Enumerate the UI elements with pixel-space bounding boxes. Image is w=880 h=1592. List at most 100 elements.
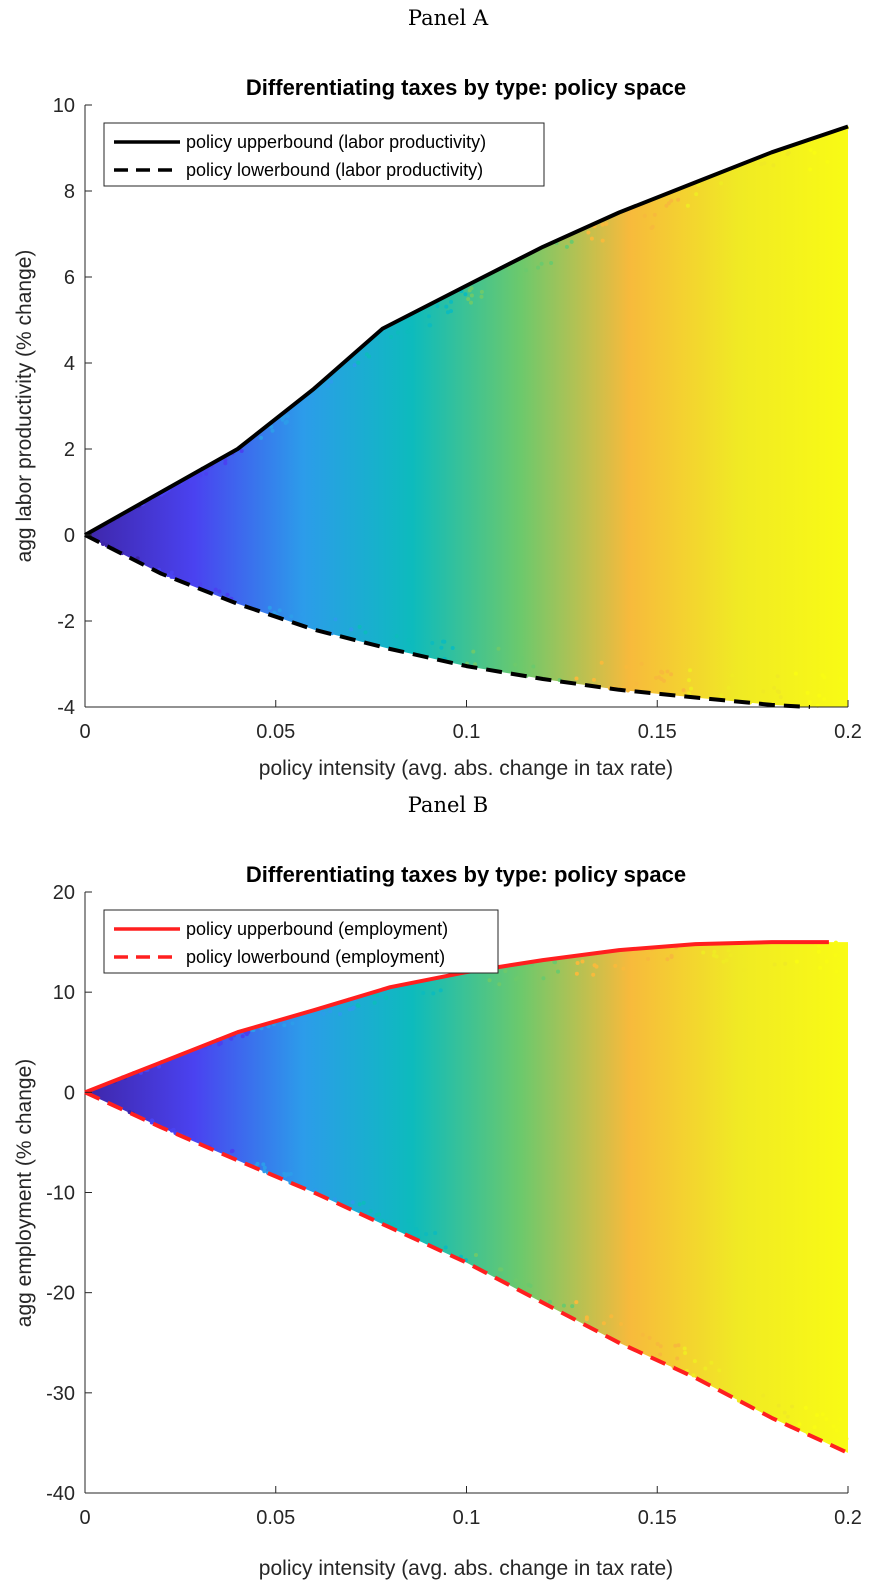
scatter-point [719, 181, 724, 186]
scatter-point [844, 1436, 849, 1441]
scatter-point [171, 575, 176, 579]
scatter-point [660, 670, 665, 675]
panel-b-title: Differentiating taxes by type: policy sp… [246, 862, 686, 887]
scatter-point [669, 672, 674, 677]
scatter-point [600, 238, 605, 243]
scatter-point [288, 1171, 293, 1176]
scatter-point [213, 587, 218, 592]
scatter-point [761, 1393, 766, 1398]
upperbound-line [84, 124, 849, 537]
y-tick-label: -10 [46, 1183, 75, 1205]
scatter-point [410, 640, 415, 645]
scatter-point [282, 1023, 287, 1028]
scatter-point [724, 958, 729, 963]
scatter-point [524, 268, 528, 273]
scatter-point [818, 965, 823, 970]
x-tick-label: 0.05 [256, 1507, 295, 1529]
scatter-point [599, 660, 604, 665]
scatter-point [669, 953, 674, 958]
x-tick-label: 0.2 [834, 721, 862, 743]
scatter-point [687, 691, 691, 696]
scatter-point [503, 969, 508, 974]
scatter-point [776, 1403, 781, 1408]
scatter-point [772, 685, 777, 690]
scatter-point [517, 261, 522, 266]
scatter-point [479, 289, 484, 294]
scatter-point [703, 1366, 708, 1371]
scatter-point [439, 645, 444, 650]
scatter-point [777, 690, 781, 695]
scatter-point [574, 676, 579, 681]
scatter-point [424, 1232, 429, 1237]
scatter-point [191, 1136, 196, 1141]
scatter-point [640, 1332, 645, 1337]
panel-a-bound-lines [84, 124, 849, 709]
scatter-point [380, 1218, 385, 1223]
y-tick-label: 10 [53, 95, 75, 117]
scatter-point [514, 1278, 519, 1283]
scatter-point [225, 592, 230, 597]
scatter-point [816, 943, 821, 948]
scatter-point [817, 693, 822, 698]
scatter-cloud-area [85, 126, 848, 707]
scatter-point [778, 695, 783, 700]
scatter-point [785, 1414, 790, 1419]
y-tick-label: 4 [64, 353, 75, 375]
lowerbound-line [84, 533, 811, 709]
scatter-point [513, 977, 518, 982]
scatter-point [742, 967, 747, 972]
scatter-point [487, 978, 492, 983]
scatter-point [350, 1200, 355, 1205]
scatter-point [421, 991, 426, 995]
scatter-point [310, 394, 315, 399]
scatter-point [244, 1032, 249, 1037]
scatter-point [673, 1343, 678, 1348]
scatter-point [368, 1209, 373, 1214]
scatter-point [469, 293, 474, 298]
scatter-point [259, 435, 264, 440]
scatter-point [449, 309, 453, 314]
scatter-point [449, 299, 454, 304]
y-tick-label: 8 [64, 181, 75, 203]
scatter-point [842, 1432, 847, 1437]
scatter-point [277, 608, 282, 613]
scatter-point [469, 300, 473, 305]
scatter-point [609, 1314, 614, 1319]
scatter-point [169, 1128, 174, 1133]
scatter-point [666, 201, 671, 206]
scatter-point [728, 953, 733, 958]
y-tick-label: -2 [57, 611, 75, 633]
scatter-point [442, 639, 447, 644]
scatter-point [325, 384, 330, 388]
scatter-point [786, 150, 791, 155]
scatter-point [347, 1007, 352, 1012]
scatter-point [466, 297, 471, 302]
scatter-point [771, 163, 776, 168]
panel-a-title: Differentiating taxes by type: policy sp… [246, 75, 686, 100]
scatter-point [384, 1219, 389, 1224]
scatter-point [842, 678, 847, 683]
lowerbound-line [84, 1090, 849, 1455]
scatter-point [586, 230, 591, 235]
scatter-point [808, 167, 813, 172]
scatter-point [794, 959, 799, 964]
scatter-point [332, 1197, 337, 1202]
scatter-point [639, 661, 644, 666]
y-tick-label: -4 [57, 697, 75, 719]
scatter-point [300, 612, 305, 616]
y-tick-label: -40 [46, 1483, 75, 1505]
scatter-point [473, 662, 478, 667]
scatter-point [783, 961, 788, 966]
scatter-point [719, 693, 724, 698]
scatter-point [761, 689, 766, 694]
panel-a-legend: policy upperbound (labor productivity) p… [103, 122, 545, 187]
scatter-point [675, 1356, 680, 1361]
scatter-point [833, 940, 838, 945]
scatter-point [793, 671, 798, 676]
x-tick-label: 0.15 [638, 1507, 677, 1529]
scatter-point [333, 617, 338, 622]
scatter-point [803, 1405, 808, 1410]
scatter-point [469, 286, 474, 291]
scatter-point [751, 162, 756, 167]
scatter-point [528, 1283, 533, 1288]
